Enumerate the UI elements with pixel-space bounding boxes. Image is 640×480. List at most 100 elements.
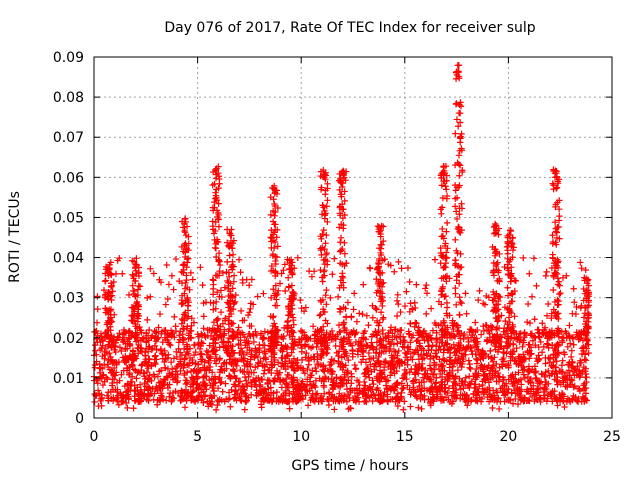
data-point — [125, 328, 132, 336]
data-point — [409, 378, 417, 385]
data-point — [375, 359, 382, 366]
data-point — [510, 382, 518, 390]
data-point — [289, 333, 296, 340]
data-point — [289, 376, 296, 383]
data-point — [271, 200, 278, 208]
data-point — [501, 263, 508, 271]
data-point — [143, 368, 151, 376]
data-point — [318, 345, 325, 353]
data-point — [489, 269, 497, 276]
data-point — [156, 397, 164, 405]
data-point — [441, 342, 448, 349]
data-point — [266, 366, 273, 373]
x-tick-label: 25 — [603, 429, 621, 445]
data-point — [180, 336, 187, 343]
data-point — [467, 398, 475, 405]
data-point — [506, 258, 513, 265]
data-point — [219, 367, 226, 374]
data-point — [124, 345, 131, 352]
data-point — [436, 387, 443, 394]
data-point — [487, 347, 494, 355]
data-point — [243, 368, 251, 376]
data-point — [519, 343, 526, 351]
data-point — [549, 255, 557, 262]
data-point — [377, 251, 385, 259]
data-point — [483, 326, 491, 334]
data-point — [226, 288, 234, 295]
data-point — [278, 354, 285, 362]
data-point — [423, 375, 431, 382]
data-point — [465, 342, 472, 350]
data-point — [157, 279, 165, 286]
data-point — [343, 380, 350, 387]
data-point — [269, 362, 276, 369]
data-point — [361, 327, 369, 335]
data-point — [319, 363, 327, 370]
data-point — [105, 356, 112, 364]
data-point — [485, 362, 492, 369]
data-point — [274, 359, 282, 366]
data-point — [465, 357, 472, 364]
data-point — [423, 290, 431, 297]
data-point — [272, 187, 279, 194]
data-point — [290, 355, 298, 362]
data-point — [260, 290, 267, 297]
data-point — [403, 288, 410, 295]
data-point — [195, 361, 202, 368]
data-point — [138, 362, 145, 369]
data-point — [516, 386, 523, 393]
data-point — [263, 390, 270, 398]
data-point — [322, 251, 330, 258]
data-point — [384, 398, 391, 405]
data-point — [206, 342, 213, 349]
y-tick-label: 0.07 — [53, 130, 84, 146]
data-point — [373, 306, 380, 313]
data-point — [457, 229, 464, 237]
data-point — [285, 283, 293, 290]
data-point — [162, 301, 169, 308]
data-point — [290, 342, 297, 350]
data-point — [150, 270, 157, 277]
data-point — [394, 352, 401, 359]
data-point — [243, 397, 250, 404]
data-point — [101, 334, 108, 341]
data-point — [525, 341, 532, 349]
data-point — [462, 374, 469, 381]
data-point — [284, 274, 292, 281]
data-point — [455, 152, 463, 159]
data-point — [178, 320, 185, 327]
data-point — [443, 186, 450, 193]
data-point — [356, 310, 363, 317]
data-point — [256, 344, 263, 352]
data-point — [317, 298, 325, 306]
data-point — [317, 186, 325, 193]
data-point — [131, 387, 138, 395]
data-point — [153, 401, 161, 408]
data-point — [506, 231, 513, 239]
data-point — [129, 257, 136, 264]
data-point — [181, 229, 189, 236]
data-point — [433, 374, 440, 381]
data-point — [448, 392, 455, 399]
data-point — [473, 343, 480, 350]
data-point — [486, 334, 494, 341]
data-point — [280, 324, 288, 332]
data-point — [409, 356, 416, 363]
data-point — [437, 172, 445, 179]
data-point — [366, 355, 373, 363]
data-point — [215, 200, 222, 207]
data-point — [537, 338, 544, 346]
data-point — [114, 386, 121, 393]
data-point — [413, 394, 421, 402]
data-point — [430, 370, 438, 378]
data-point — [394, 402, 402, 410]
data-point — [259, 334, 267, 341]
data-point — [239, 317, 246, 324]
data-point — [273, 253, 281, 261]
data-point — [213, 165, 220, 172]
data-point — [551, 387, 558, 395]
data-point — [459, 360, 466, 368]
data-point — [540, 330, 547, 338]
data-point — [198, 339, 205, 346]
data-point — [244, 344, 251, 351]
